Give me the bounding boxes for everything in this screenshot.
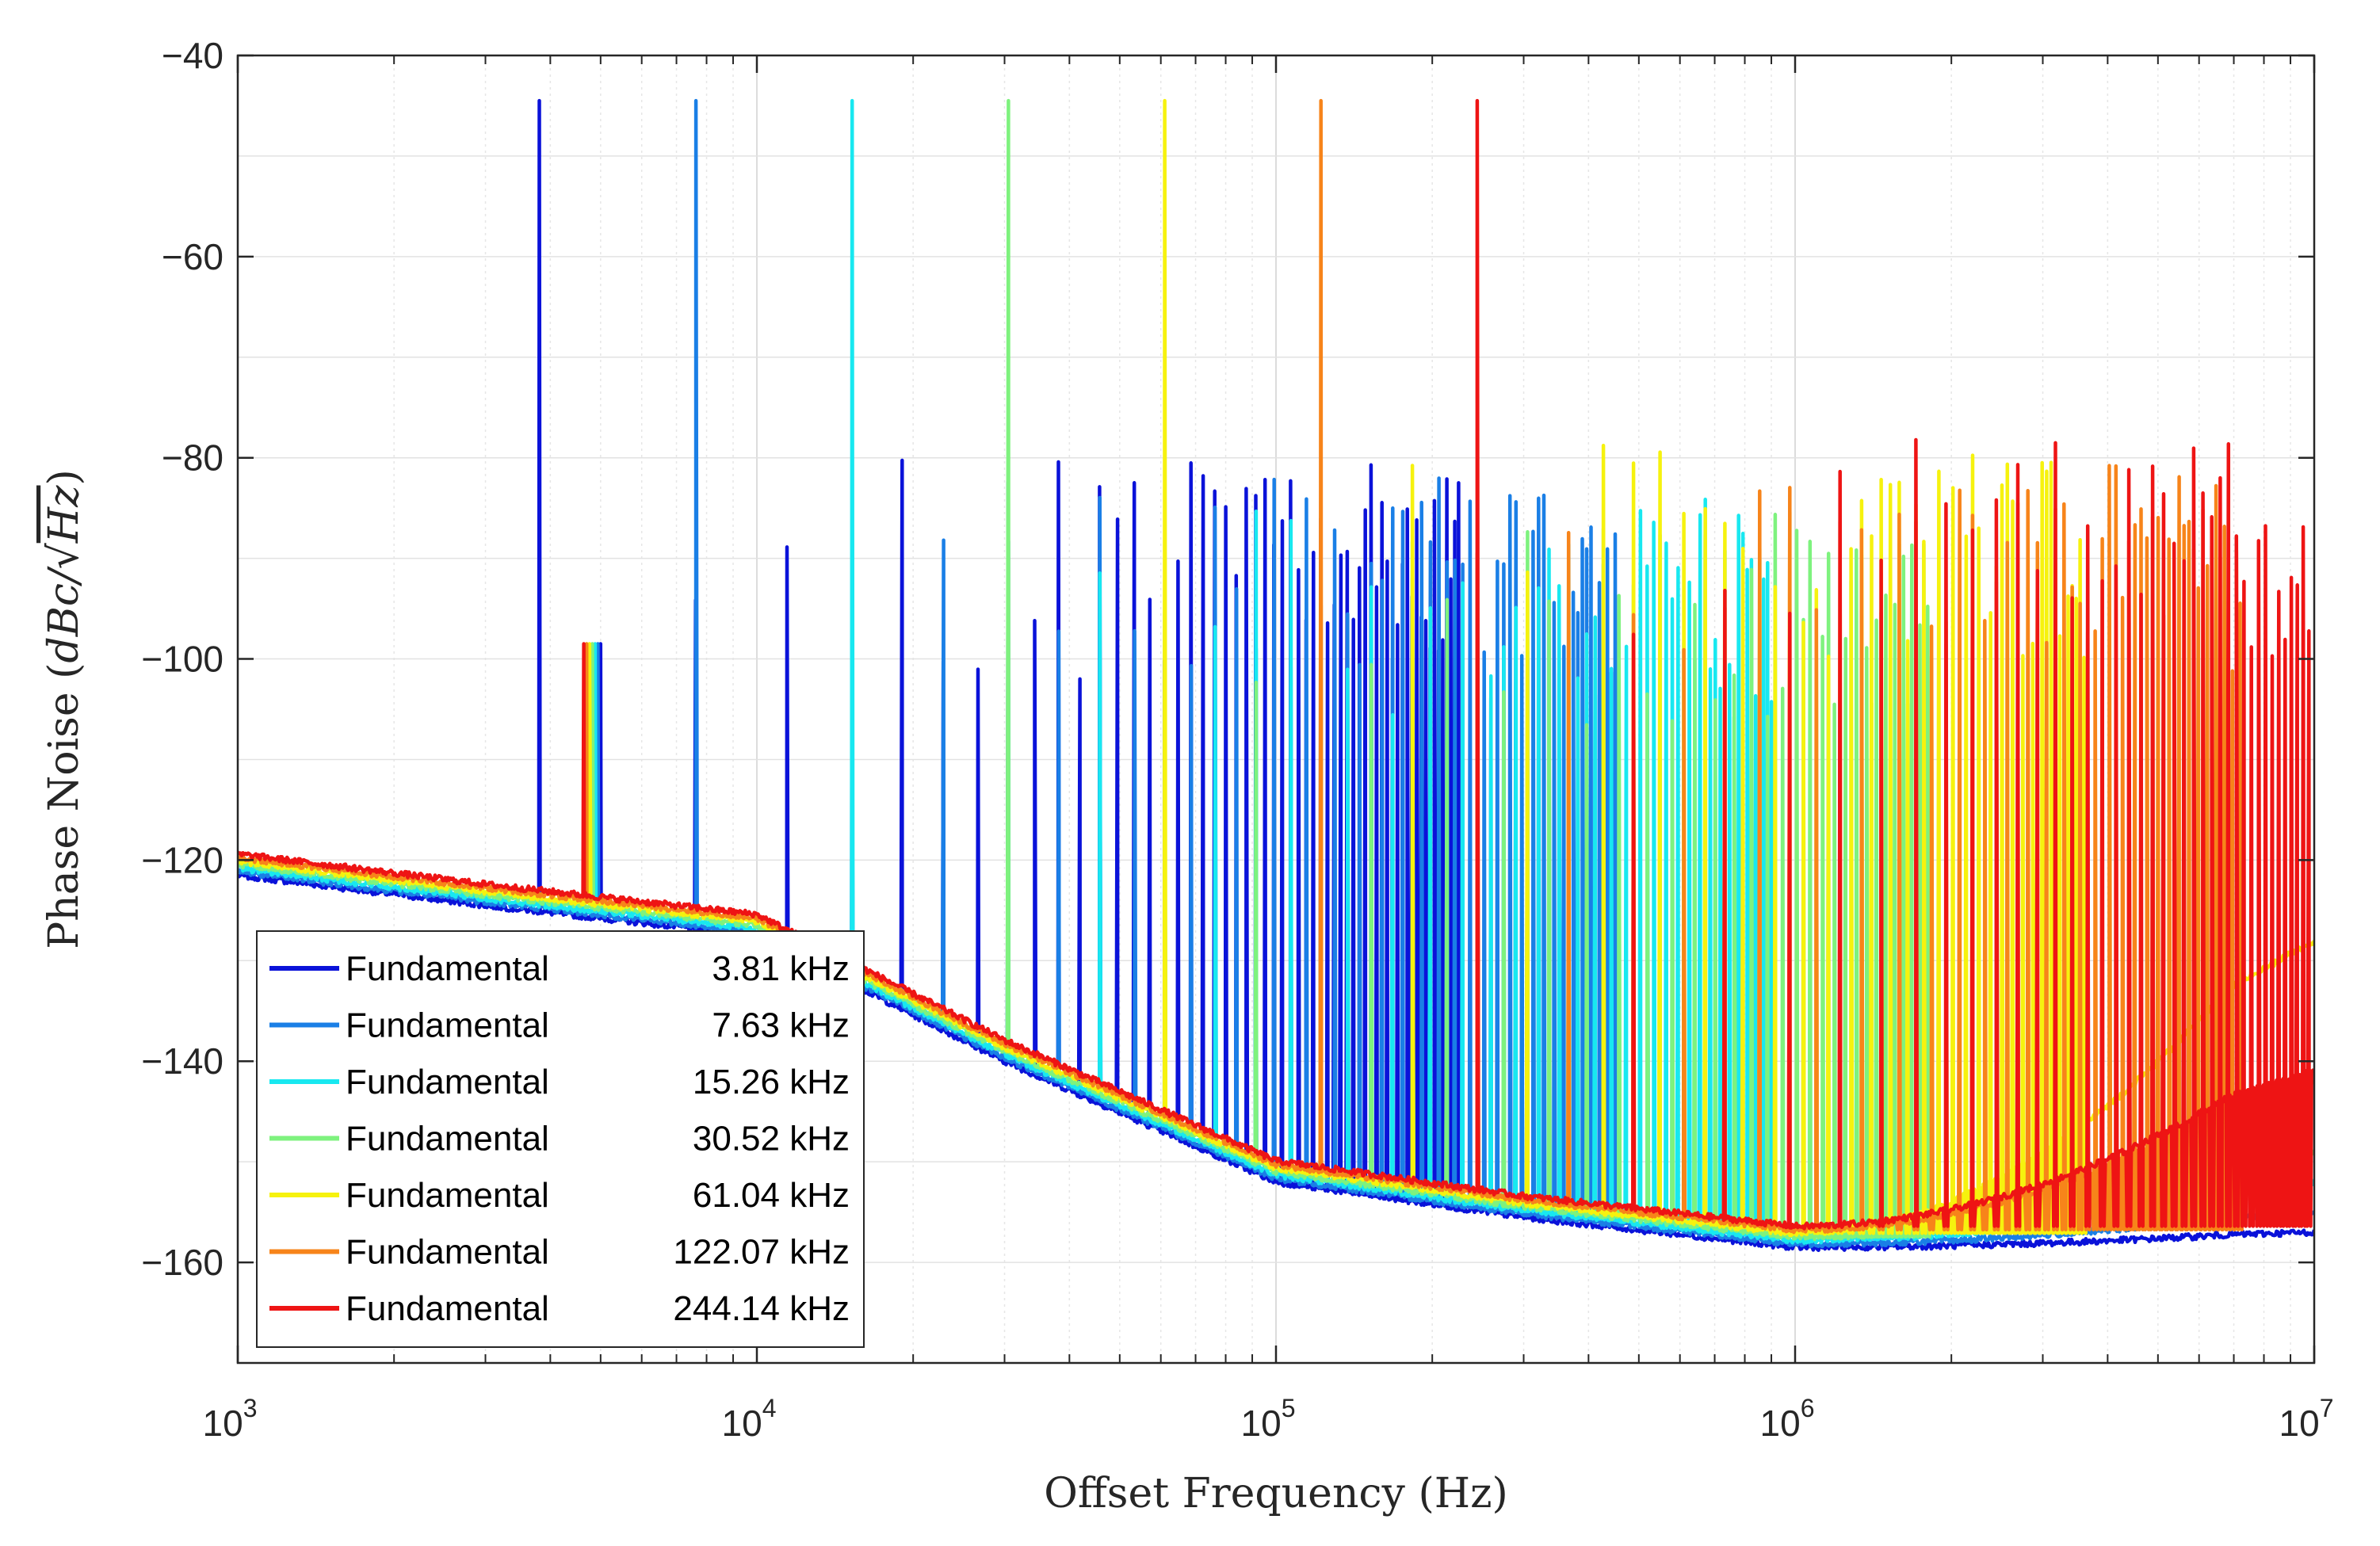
y-axis-title-suffix: ) xyxy=(40,469,88,485)
legend-label: Fundamental xyxy=(346,1176,549,1215)
legend-entry: Fundamental 61.04 kHz xyxy=(269,1176,850,1215)
legend-frequency: 122.07 kHz xyxy=(673,1233,850,1272)
y-tick-label: −120 xyxy=(141,839,223,880)
series-line xyxy=(238,98,2314,1231)
sqrt-symbol: √ xyxy=(40,542,88,569)
legend-label: Fundamental xyxy=(346,949,549,988)
series-line xyxy=(238,98,2314,1249)
legend-entry: Fundamental 30.52 kHz xyxy=(269,1120,850,1159)
legend-frequency: 7.63 kHz xyxy=(712,1006,850,1045)
series-7-63-kHz xyxy=(238,98,2314,1249)
x-tick-label: 104 xyxy=(722,1394,777,1444)
y-axis-title: Phase Noise (dBc/√Hz) xyxy=(40,469,88,949)
series-group xyxy=(238,98,2314,1253)
y-tick-label: −80 xyxy=(162,437,223,479)
y-axis-title-sqrt-arg: Hz xyxy=(40,485,88,544)
legend-frequency: 30.52 kHz xyxy=(693,1120,850,1159)
y-axis-title-prefix: Phase Noise ( xyxy=(40,663,88,949)
legend-label: Fundamental xyxy=(346,1289,549,1328)
legend-box xyxy=(256,930,865,1348)
legend-entry: Fundamental 244.14 kHz xyxy=(269,1289,850,1328)
y-tick-label: −100 xyxy=(141,639,223,680)
series-244-14-kHz xyxy=(238,98,2314,1231)
legend-frequency: 3.81 kHz xyxy=(712,949,850,988)
legend-label: Fundamental xyxy=(346,1063,549,1101)
y-tick-label: −40 xyxy=(162,35,223,76)
axis-labels: −40 −60 −80 −100 −120 −140 −160 103 104 105 106 107 xyxy=(141,35,2333,1444)
legend-frequency: 61.04 kHz xyxy=(693,1176,850,1215)
y-tick-label: −140 xyxy=(141,1040,223,1082)
x-axis-title: Offset Frequency (Hz) xyxy=(1044,1470,1508,1517)
legend-label: Fundamental xyxy=(346,1006,549,1045)
legend-entry: Fundamental 122.07 kHz xyxy=(269,1233,850,1272)
axis-ticks xyxy=(236,54,2316,1363)
x-tick-label: 106 xyxy=(1760,1394,1815,1444)
x-tick-label: 105 xyxy=(1241,1394,1296,1444)
y-tick-label: −60 xyxy=(162,236,223,277)
legend-frequency: 244.14 kHz xyxy=(673,1289,850,1328)
legend-label: Fundamental xyxy=(346,1120,549,1159)
legend-entry: Fundamental 7.63 kHz xyxy=(269,1006,850,1045)
legend-frequency: 15.26 kHz xyxy=(693,1063,850,1101)
y-axis-title-math: dBc/ xyxy=(40,566,88,663)
x-tick-label: 107 xyxy=(2279,1394,2334,1444)
legend-entry: Fundamental 15.26 kHz xyxy=(269,1063,850,1101)
legend-label: Fundamental xyxy=(346,1233,549,1272)
svg-text:Phase Noise (dBc/√Hz): Phase Noise (dBc/√Hz) xyxy=(40,469,88,949)
legend-entry: Fundamental 3.81 kHz xyxy=(269,949,850,988)
x-tick-label: 103 xyxy=(203,1394,258,1444)
y-tick-label: −160 xyxy=(141,1242,223,1283)
